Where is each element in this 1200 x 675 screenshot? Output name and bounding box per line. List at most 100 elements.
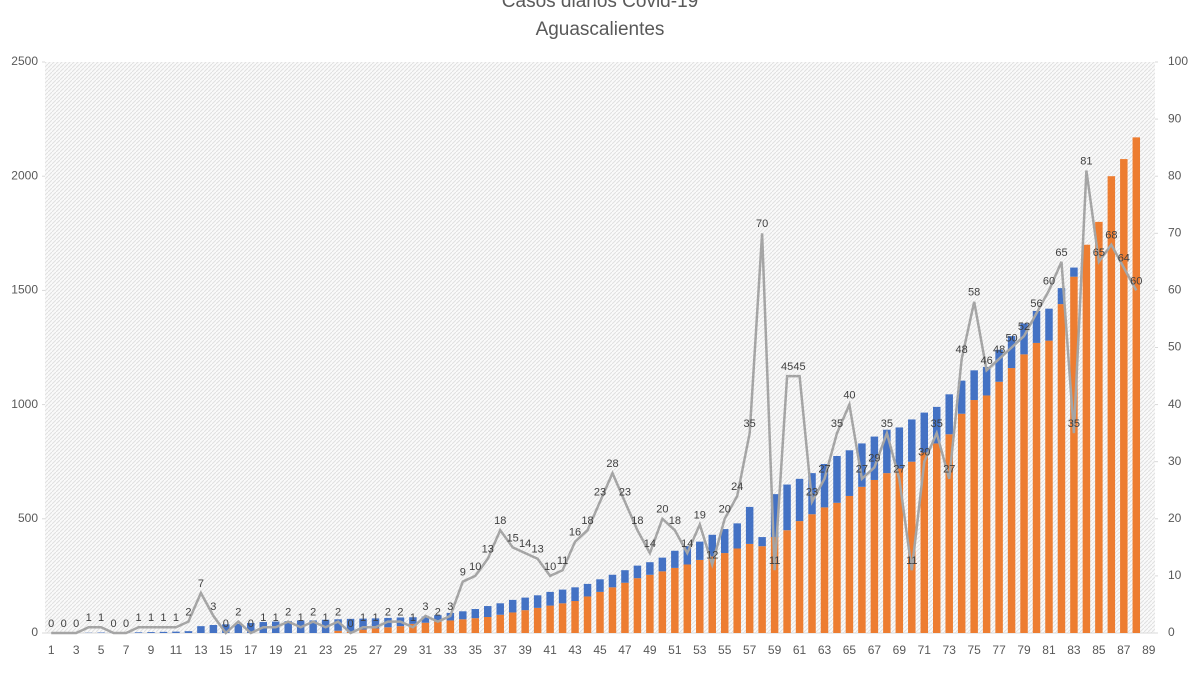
x-tick-label: 63 <box>818 643 832 657</box>
bar-segment <box>384 627 392 633</box>
data-label: 11 <box>906 555 917 567</box>
bar-segment <box>783 484 791 531</box>
bar-segment <box>1070 267 1078 277</box>
bar-segment <box>646 562 654 575</box>
chart-title: Casos diarios Covid-19 <box>502 0 698 12</box>
y2-tick-label: 50 <box>1168 340 1182 354</box>
bar-segment <box>708 556 716 633</box>
bar-segment <box>1045 340 1053 633</box>
data-label: 48 <box>956 344 968 356</box>
y2-tick-label: 70 <box>1168 225 1182 239</box>
bar-segment <box>783 530 791 633</box>
bar-segment <box>471 609 480 619</box>
bar-segment <box>359 618 367 630</box>
x-tick-label: 35 <box>469 643 483 657</box>
data-label: 1 <box>323 612 329 624</box>
data-label: 1 <box>298 612 304 624</box>
bar-segment <box>521 597 529 611</box>
x-tick-label: 75 <box>967 643 981 657</box>
bar-segment <box>1070 276 1078 633</box>
bar-segment <box>745 543 754 633</box>
data-label: 1 <box>98 612 104 624</box>
data-label: 60 <box>1130 275 1142 287</box>
bar-segment <box>1007 368 1016 633</box>
data-label: 2 <box>385 606 391 618</box>
bar-segment <box>159 631 168 633</box>
bar-segment <box>1095 221 1103 633</box>
x-tick-label: 21 <box>294 643 308 657</box>
data-label: 11 <box>769 555 780 567</box>
data-label: 16 <box>569 527 581 539</box>
bar-segment <box>820 463 829 508</box>
x-tick-label: 71 <box>918 643 932 657</box>
bar-segment <box>1007 336 1016 369</box>
bar-segment <box>696 541 704 560</box>
data-label: 2 <box>435 606 441 618</box>
bar-segment <box>571 587 579 602</box>
bar-segment <box>1082 244 1091 633</box>
y-tick-label: 1000 <box>11 397 38 411</box>
bar-segment <box>795 521 804 633</box>
y2-tick-label: 90 <box>1168 111 1182 125</box>
bar-segment <box>845 450 854 496</box>
bar-segment <box>970 400 978 633</box>
y2-tick-label: 20 <box>1168 511 1182 525</box>
y2-tick-label: 100 <box>1168 54 1188 68</box>
bar-segment <box>933 443 941 633</box>
x-tick-label: 31 <box>419 643 433 657</box>
bar-segment <box>396 626 405 633</box>
bar-segment <box>883 429 891 474</box>
data-label: 14 <box>519 538 531 550</box>
data-label: 10 <box>544 561 556 573</box>
data-label: 1 <box>372 612 378 624</box>
data-label: 35 <box>931 418 943 430</box>
data-label: 1 <box>360 612 366 624</box>
bar-segment <box>546 591 554 606</box>
bar-segment <box>1045 308 1053 341</box>
bar-segment <box>945 394 953 435</box>
data-label: 35 <box>831 418 843 430</box>
x-tick-label: 81 <box>1042 643 1056 657</box>
y2-tick-label: 0 <box>1168 625 1175 639</box>
data-label: 9 <box>460 567 466 579</box>
data-label: 65 <box>1093 247 1105 259</box>
x-tick-label: 53 <box>693 643 707 657</box>
data-label: 14 <box>644 538 656 550</box>
data-label: 0 <box>223 618 229 630</box>
data-label: 35 <box>1068 418 1080 430</box>
x-tick-label: 49 <box>643 643 657 657</box>
data-label: 68 <box>1105 230 1117 242</box>
bar-segment <box>421 622 430 633</box>
bar-segment <box>471 618 480 633</box>
bar-segment <box>683 564 692 633</box>
x-tick-label: 43 <box>568 643 582 657</box>
data-label: 0 <box>73 618 79 630</box>
x-tick-label: 15 <box>219 643 233 657</box>
x-tick-label: 19 <box>269 643 283 657</box>
data-label: 2 <box>235 606 241 618</box>
data-label: 52 <box>1018 321 1030 333</box>
bar-segment <box>621 582 629 633</box>
bar-segment <box>1120 159 1128 633</box>
bar-segment <box>883 473 891 633</box>
x-tick-label: 13 <box>194 643 208 657</box>
bar-segment <box>770 537 779 633</box>
data-label: 1 <box>86 612 92 624</box>
data-label: 70 <box>756 218 768 230</box>
x-tick-label: 1 <box>48 643 55 657</box>
bar-segment <box>1032 310 1041 343</box>
bar-segment <box>434 621 442 633</box>
bar-segment <box>720 529 729 554</box>
x-tick-label: 23 <box>319 643 333 657</box>
data-label: 18 <box>581 515 593 527</box>
x-tick-label: 89 <box>1142 643 1156 657</box>
bar-segment <box>733 523 741 549</box>
data-label: 1 <box>160 612 166 624</box>
bar-segment <box>184 631 193 633</box>
x-tick-label: 51 <box>668 643 682 657</box>
bar-segment <box>720 553 729 633</box>
bar-segment <box>247 622 255 633</box>
bar-segment <box>197 626 205 633</box>
data-label: 2 <box>335 606 341 618</box>
